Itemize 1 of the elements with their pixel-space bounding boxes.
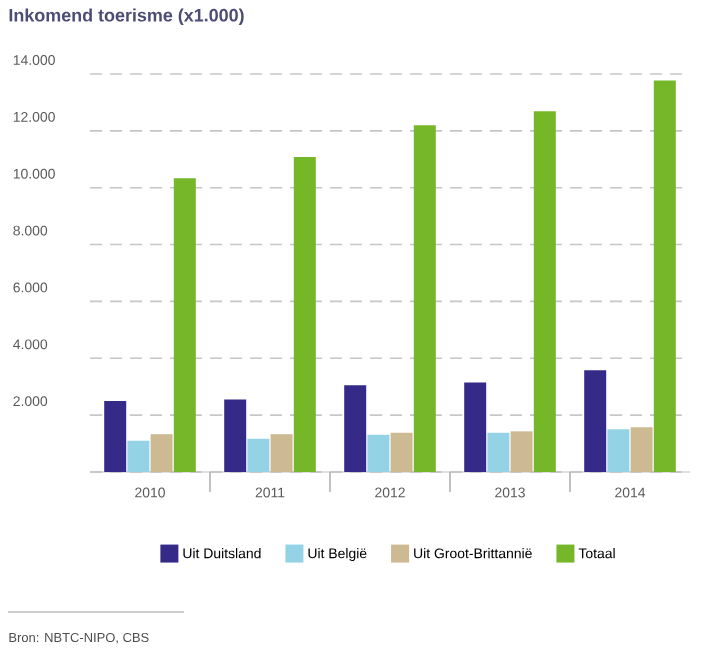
chart-title: Inkomend toerisme (x1.000) bbox=[9, 8, 244, 26]
